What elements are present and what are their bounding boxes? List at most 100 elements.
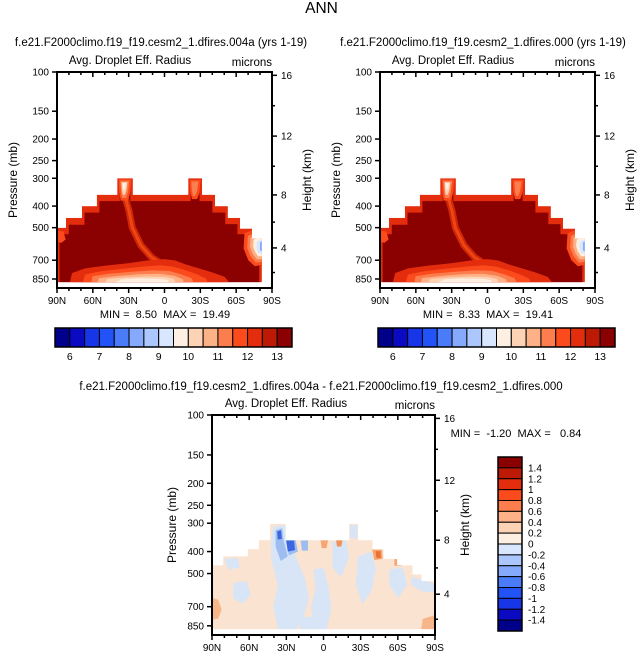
contour-region xyxy=(336,540,343,547)
pressure-tick-label: 700 xyxy=(32,256,49,267)
colorbar-cell xyxy=(497,510,523,523)
colorbar-cell xyxy=(261,327,278,348)
colorbar-cell xyxy=(497,608,523,621)
colorbar-cell xyxy=(497,619,523,632)
contour-region xyxy=(445,183,449,190)
pressure-tick-label: 850 xyxy=(355,274,372,285)
colorbar-cell xyxy=(497,576,523,588)
contour-region xyxy=(300,540,308,551)
lat-tick-label: 30N xyxy=(277,643,295,654)
contour-region xyxy=(122,183,126,190)
colorbar-cell xyxy=(497,565,523,578)
colorbar-tick-label: 1.2 xyxy=(528,474,542,485)
colorbar-cell xyxy=(187,327,204,348)
colorbar-cell xyxy=(98,327,115,348)
colorbar-cell xyxy=(407,327,423,348)
contour-region xyxy=(514,181,522,196)
lat-tick-label: 60N xyxy=(240,643,258,654)
panel-right-run-title: f.e21.F2000climo.f19_f19.cesm2_1.dfires.… xyxy=(340,37,626,49)
colorbar-tick-label: 0.6 xyxy=(528,507,542,518)
lat-tick-label: 90S xyxy=(263,296,281,307)
colorbar-cell xyxy=(525,327,542,348)
pressure-tick-label: 700 xyxy=(355,256,372,267)
contour-region xyxy=(389,567,408,598)
field-interior xyxy=(382,185,583,283)
colorbar-cell xyxy=(497,532,523,545)
lat-tick-label: 60S xyxy=(389,643,407,654)
colorbar-cell xyxy=(496,327,512,348)
colorbar-tick-label: -1 xyxy=(528,594,537,605)
panel-0-axes: 100 150 200 250 300 400 500 700 850 16 12 8 4 90N 60N 3… xyxy=(32,68,292,308)
lat-tick-label: 90S xyxy=(426,643,444,654)
colorbar-cell xyxy=(377,327,394,348)
colorbar-cell xyxy=(497,554,523,567)
colorbar-cell xyxy=(158,327,174,348)
contour-region xyxy=(411,577,435,593)
panel-right-height-axis-label: Height (km) xyxy=(623,148,637,212)
colorbar-cell xyxy=(497,500,523,512)
contour-region xyxy=(394,559,402,566)
colorbar-tick-label: -0.6 xyxy=(528,572,546,583)
contour-region xyxy=(355,551,376,604)
pressure-tick-label: 150 xyxy=(355,107,372,118)
panel-left-units-label: microns xyxy=(231,57,272,69)
panel-diff-pressure-axis-label: Pressure (mb) xyxy=(165,486,179,564)
field-interior xyxy=(59,185,260,283)
panel-diff-units-label: microns xyxy=(394,400,435,412)
pressure-tick-label: 500 xyxy=(32,223,49,234)
panel-right-minmax: MIN = 8.33 MAX = 19.41 xyxy=(422,309,554,321)
colorbar-cell xyxy=(497,543,523,556)
contour-region xyxy=(583,241,585,252)
lat-tick-label: 60S xyxy=(227,296,245,307)
panel-1-colorbar: 6 7 8 9 10 11 12 13 xyxy=(377,327,616,363)
contour-region xyxy=(115,278,169,283)
panel-diff-height-axis-label: Height (km) xyxy=(458,493,472,557)
pressure-tick-label: 400 xyxy=(32,202,49,213)
contour-region xyxy=(332,540,350,578)
contour-region xyxy=(277,530,282,540)
colorbar-cell xyxy=(84,327,100,348)
colorbar-tick-label: 11 xyxy=(212,351,223,363)
colorbar-tick-label: 0.4 xyxy=(528,518,542,529)
lat-tick-label: 30S xyxy=(191,296,209,307)
panel-left-pressure-axis-label: Pressure (mb) xyxy=(6,141,20,219)
pressure-tick-label: 100 xyxy=(187,411,204,422)
colorbar-cell xyxy=(202,327,219,348)
colorbar-tick-label: -0.2 xyxy=(528,550,546,561)
colorbar-frame xyxy=(54,327,293,348)
contour-region xyxy=(311,567,332,630)
colorbar-cell xyxy=(584,327,601,348)
lat-tick-label: 30N xyxy=(442,296,460,307)
colorbar-cell xyxy=(436,327,453,348)
pressure-tick-label: 200 xyxy=(355,135,372,146)
colorbar-cell xyxy=(540,327,557,348)
colorbar-cell xyxy=(69,327,86,348)
pressure-tick-label: 300 xyxy=(187,519,204,530)
lat-tick-label: 0 xyxy=(321,643,327,654)
panel-0-field xyxy=(57,178,262,283)
colorbar-cell xyxy=(497,467,523,480)
colorbar-cell xyxy=(497,489,523,501)
colorbar-cell xyxy=(217,327,234,348)
lat-tick-label: 60N xyxy=(407,296,425,307)
colorbar-tick-label: 13 xyxy=(271,351,283,363)
contour-region xyxy=(260,241,262,252)
panel-2-axes: 100 150 200 250 300 400 500 700 850 16 12 8 4 90N 60N 3… xyxy=(187,411,455,655)
colorbar-tick-label: -1.4 xyxy=(528,616,546,627)
pressure-tick-label: 500 xyxy=(187,569,204,580)
lat-tick-label: 90N xyxy=(203,643,221,654)
pressure-tick-label: 250 xyxy=(187,501,204,512)
colorbar-tick-label: 13 xyxy=(594,351,606,363)
page-title: ANN xyxy=(305,0,338,17)
height-tick-label: 12 xyxy=(604,132,616,143)
colorbar-tick-label: 9 xyxy=(479,351,485,363)
height-tick-label: 8 xyxy=(604,190,610,201)
height-tick-label: 12 xyxy=(444,476,456,487)
contour-region xyxy=(191,181,199,196)
colorbar-cell xyxy=(599,327,616,348)
colorbar-tick-label: 7 xyxy=(97,351,103,363)
lat-tick-label: 0 xyxy=(162,296,168,307)
pressure-tick-label: 850 xyxy=(187,621,204,632)
colorbar-cell xyxy=(113,327,130,348)
